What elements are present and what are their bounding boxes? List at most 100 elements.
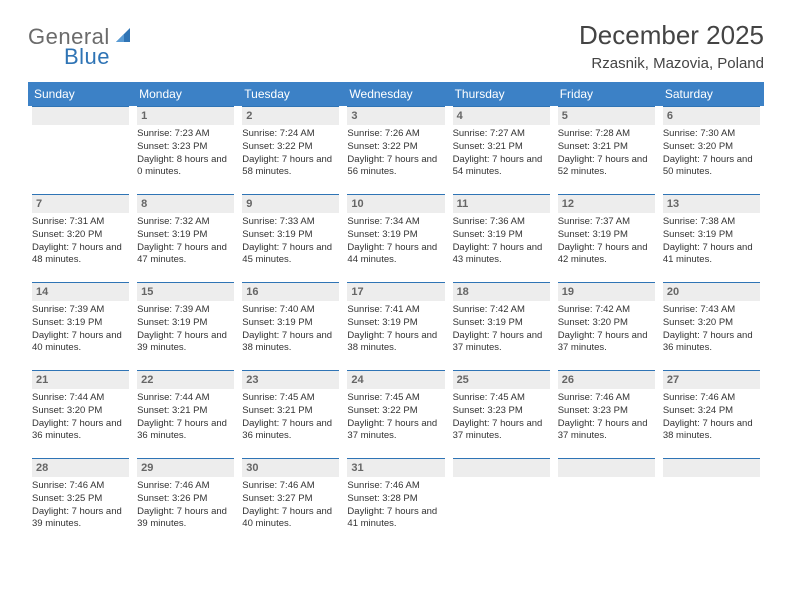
weekday-header: Saturday [659,82,764,106]
calendar-cell: 18Sunrise: 7:42 AMSunset: 3:19 PMDayligh… [449,282,554,370]
daylight-text: Daylight: 7 hours and 40 minutes. [32,330,129,356]
day-number: 18 [453,282,550,301]
day-info: Sunrise: 7:46 AMSunset: 3:24 PMDaylight:… [663,389,760,443]
day-number: 6 [663,106,760,125]
calendar-cell: 7Sunrise: 7:31 AMSunset: 3:20 PMDaylight… [28,194,133,282]
day-number: 30 [242,458,339,477]
day-info: Sunrise: 7:45 AMSunset: 3:21 PMDaylight:… [242,389,339,443]
sunrise-text: Sunrise: 7:46 AM [32,480,129,493]
day-info: Sunrise: 7:46 AMSunset: 3:27 PMDaylight:… [242,477,339,531]
calendar-week: 7Sunrise: 7:31 AMSunset: 3:20 PMDaylight… [28,194,764,282]
day-number: 9 [242,194,339,213]
calendar-cell: 6Sunrise: 7:30 AMSunset: 3:20 PMDaylight… [659,106,764,194]
sunset-text: Sunset: 3:22 PM [347,405,444,418]
sunset-text: Sunset: 3:19 PM [453,229,550,242]
sunset-text: Sunset: 3:21 PM [242,405,339,418]
calendar-cell [554,458,659,546]
calendar-cell: 30Sunrise: 7:46 AMSunset: 3:27 PMDayligh… [238,458,343,546]
day-number: 17 [347,282,444,301]
sunrise-text: Sunrise: 7:41 AM [347,304,444,317]
day-info: Sunrise: 7:45 AMSunset: 3:22 PMDaylight:… [347,389,444,443]
daylight-text: Daylight: 7 hours and 37 minutes. [453,330,550,356]
day-info: Sunrise: 7:38 AMSunset: 3:19 PMDaylight:… [663,213,760,267]
sunrise-text: Sunrise: 7:45 AM [347,392,444,405]
calendar-head: SundayMondayTuesdayWednesdayThursdayFrid… [28,82,764,106]
page-subtitle: Rzasnik, Mazovia, Poland [579,55,764,72]
calendar-cell: 26Sunrise: 7:46 AMSunset: 3:23 PMDayligh… [554,370,659,458]
sunset-text: Sunset: 3:19 PM [137,317,234,330]
calendar-cell: 4Sunrise: 7:27 AMSunset: 3:21 PMDaylight… [449,106,554,194]
sunrise-text: Sunrise: 7:39 AM [32,304,129,317]
weekday-header: Wednesday [343,82,448,106]
weekday-header: Tuesday [238,82,343,106]
day-info: Sunrise: 7:24 AMSunset: 3:22 PMDaylight:… [242,125,339,179]
day-number: 23 [242,370,339,389]
sunrise-text: Sunrise: 7:46 AM [347,480,444,493]
page-header: General December 2025 Rzasnik, Mazovia, … [28,20,764,72]
sunrise-text: Sunrise: 7:46 AM [558,392,655,405]
day-info: Sunrise: 7:42 AMSunset: 3:20 PMDaylight:… [558,301,655,355]
logo-text-blue: Blue [64,44,110,69]
day-info: Sunrise: 7:36 AMSunset: 3:19 PMDaylight:… [453,213,550,267]
calendar-cell: 1Sunrise: 7:23 AMSunset: 3:23 PMDaylight… [133,106,238,194]
day-info: Sunrise: 7:23 AMSunset: 3:23 PMDaylight:… [137,125,234,179]
sunset-text: Sunset: 3:27 PM [242,493,339,506]
sunrise-text: Sunrise: 7:30 AM [663,128,760,141]
calendar-cell: 15Sunrise: 7:39 AMSunset: 3:19 PMDayligh… [133,282,238,370]
calendar-cell: 3Sunrise: 7:26 AMSunset: 3:22 PMDaylight… [343,106,448,194]
sunrise-text: Sunrise: 7:46 AM [137,480,234,493]
calendar-cell: 8Sunrise: 7:32 AMSunset: 3:19 PMDaylight… [133,194,238,282]
sunset-text: Sunset: 3:19 PM [453,317,550,330]
calendar-cell: 23Sunrise: 7:45 AMSunset: 3:21 PMDayligh… [238,370,343,458]
sunrise-text: Sunrise: 7:34 AM [347,216,444,229]
sunset-text: Sunset: 3:26 PM [137,493,234,506]
day-number: 13 [663,194,760,213]
daylight-text: Daylight: 7 hours and 39 minutes. [32,506,129,532]
daylight-text: Daylight: 7 hours and 47 minutes. [137,242,234,268]
sunrise-text: Sunrise: 7:24 AM [242,128,339,141]
day-info: Sunrise: 7:46 AMSunset: 3:25 PMDaylight:… [32,477,129,531]
day-number: 11 [453,194,550,213]
day-number: 16 [242,282,339,301]
calendar-cell [28,106,133,194]
sunrise-text: Sunrise: 7:42 AM [558,304,655,317]
daylight-text: Daylight: 7 hours and 41 minutes. [347,506,444,532]
day-info: Sunrise: 7:46 AMSunset: 3:23 PMDaylight:… [558,389,655,443]
sunset-text: Sunset: 3:20 PM [663,317,760,330]
day-number: 8 [137,194,234,213]
calendar-cell: 2Sunrise: 7:24 AMSunset: 3:22 PMDaylight… [238,106,343,194]
calendar-cell: 5Sunrise: 7:28 AMSunset: 3:21 PMDaylight… [554,106,659,194]
daylight-text: Daylight: 7 hours and 37 minutes. [453,418,550,444]
sunset-text: Sunset: 3:21 PM [558,141,655,154]
calendar-cell: 19Sunrise: 7:42 AMSunset: 3:20 PMDayligh… [554,282,659,370]
daylight-text: Daylight: 7 hours and 38 minutes. [347,330,444,356]
sunset-text: Sunset: 3:22 PM [347,141,444,154]
calendar-body: 1Sunrise: 7:23 AMSunset: 3:23 PMDaylight… [28,106,764,546]
daylight-text: Daylight: 7 hours and 38 minutes. [242,330,339,356]
day-info: Sunrise: 7:44 AMSunset: 3:21 PMDaylight:… [137,389,234,443]
sunset-text: Sunset: 3:22 PM [242,141,339,154]
sunrise-text: Sunrise: 7:32 AM [137,216,234,229]
daylight-text: Daylight: 8 hours and 0 minutes. [137,154,234,180]
sunset-text: Sunset: 3:23 PM [453,405,550,418]
calendar-cell: 17Sunrise: 7:41 AMSunset: 3:19 PMDayligh… [343,282,448,370]
day-info: Sunrise: 7:26 AMSunset: 3:22 PMDaylight:… [347,125,444,179]
day-info: Sunrise: 7:43 AMSunset: 3:20 PMDaylight:… [663,301,760,355]
daylight-text: Daylight: 7 hours and 36 minutes. [32,418,129,444]
sunrise-text: Sunrise: 7:44 AM [32,392,129,405]
title-block: December 2025 Rzasnik, Mazovia, Poland [579,20,764,72]
daylight-text: Daylight: 7 hours and 39 minutes. [137,506,234,532]
day-number: 10 [347,194,444,213]
sunset-text: Sunset: 3:25 PM [32,493,129,506]
day-number: 15 [137,282,234,301]
sunset-text: Sunset: 3:19 PM [32,317,129,330]
daylight-text: Daylight: 7 hours and 36 minutes. [242,418,339,444]
day-number [453,458,550,477]
sunrise-text: Sunrise: 7:46 AM [242,480,339,493]
sunset-text: Sunset: 3:23 PM [137,141,234,154]
sunset-text: Sunset: 3:28 PM [347,493,444,506]
sunrise-text: Sunrise: 7:45 AM [453,392,550,405]
daylight-text: Daylight: 7 hours and 39 minutes. [137,330,234,356]
daylight-text: Daylight: 7 hours and 50 minutes. [663,154,760,180]
sunrise-text: Sunrise: 7:27 AM [453,128,550,141]
